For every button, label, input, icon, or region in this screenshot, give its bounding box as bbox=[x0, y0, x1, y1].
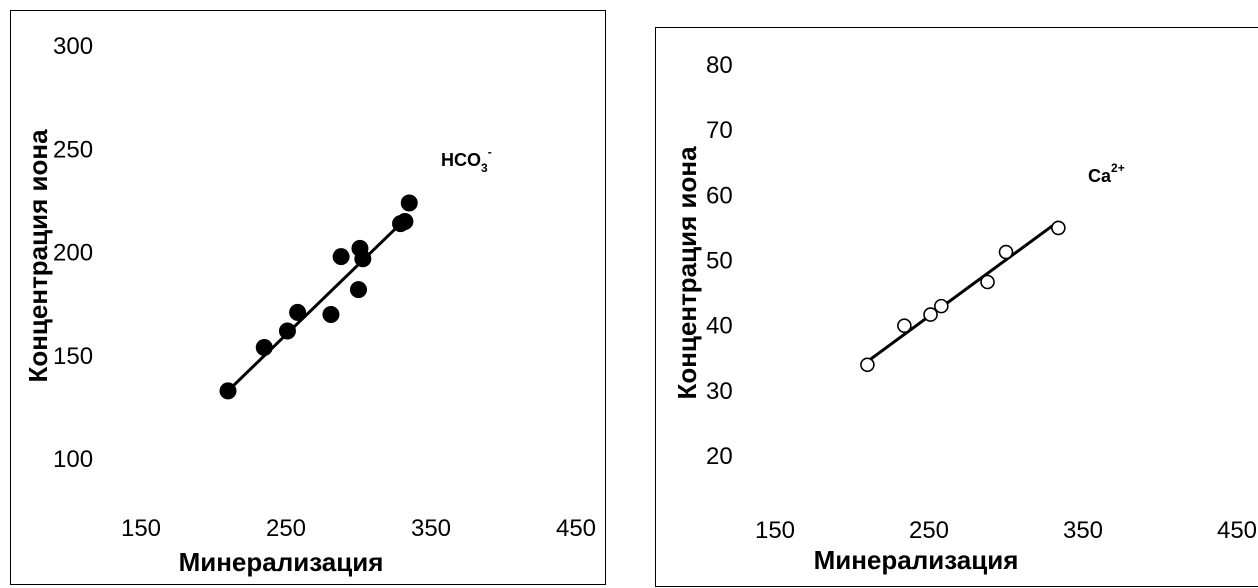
data-point bbox=[897, 318, 912, 333]
x-tick-label: 350 bbox=[1063, 517, 1103, 544]
chart-ca: 20 30 40 50 60 70 80 150 250 350 450 Минерализация К… bbox=[672, 52, 1257, 575]
y-tick-label: 30 bbox=[706, 378, 733, 405]
y-tick-label: 100 bbox=[53, 446, 93, 473]
ion-label-base: HCO bbox=[441, 150, 481, 170]
ion-label: HCO3- bbox=[441, 145, 492, 175]
data-point bbox=[1051, 220, 1066, 236]
x-axis-label: Минерализация bbox=[814, 545, 1019, 575]
y-axis-label: Концентрация иона bbox=[672, 146, 702, 400]
x-tick-label: 450 bbox=[556, 515, 596, 542]
ion-label-base: Ca bbox=[1088, 166, 1112, 186]
data-point bbox=[322, 305, 340, 323]
x-tick-label: 250 bbox=[909, 517, 949, 544]
data-point bbox=[396, 213, 414, 231]
y-tick-label: 300 bbox=[53, 33, 93, 60]
y-tick-label: 150 bbox=[53, 343, 93, 370]
trend-line bbox=[226, 214, 411, 392]
trend-line bbox=[866, 220, 1060, 363]
chart-hco3: 100 150 200 250 300 150 250 350 450 Минерализация… bbox=[23, 33, 596, 577]
y-tick-label: 60 bbox=[706, 182, 733, 209]
x-tick-label: 450 bbox=[1217, 517, 1257, 544]
y-tick-label: 50 bbox=[706, 248, 733, 275]
data-point bbox=[923, 307, 938, 322]
y-tick-label: 200 bbox=[53, 240, 93, 267]
data-point bbox=[289, 303, 307, 321]
y-tick-label: 40 bbox=[706, 313, 733, 340]
ion-label: Ca2+ bbox=[1088, 161, 1125, 186]
x-tick-label: 250 bbox=[266, 515, 306, 542]
data-point bbox=[278, 322, 296, 340]
y-tick-label: 20 bbox=[706, 443, 733, 470]
data-point bbox=[219, 382, 237, 400]
ion-label-superscript: - bbox=[488, 145, 492, 159]
y-tick-label: 80 bbox=[706, 52, 733, 79]
data-point bbox=[860, 357, 875, 373]
chart-panel-hco3: 100 150 200 250 300 150 250 350 450 Минерализация… bbox=[10, 10, 606, 585]
chart-panel-ca: 20 30 40 50 60 70 80 150 250 350 450 Минерализация К… bbox=[655, 27, 1258, 587]
ion-label-superscript: 2+ bbox=[1111, 161, 1125, 175]
data-point bbox=[255, 338, 273, 356]
x-tick-label: 150 bbox=[121, 515, 161, 542]
y-axis-label: Концентрация иона bbox=[23, 129, 53, 383]
x-axis-label: Минерализация bbox=[179, 547, 384, 577]
data-point bbox=[980, 274, 995, 290]
data-point bbox=[332, 248, 350, 266]
data-point bbox=[934, 298, 949, 314]
y-tick-label: 70 bbox=[706, 117, 733, 144]
data-point bbox=[998, 244, 1014, 260]
data-point bbox=[354, 250, 372, 268]
x-tick-label: 350 bbox=[411, 515, 451, 542]
x-tick-label: 150 bbox=[755, 517, 795, 544]
data-point bbox=[400, 194, 418, 212]
data-point bbox=[350, 281, 367, 299]
ion-label-subscript: 3 bbox=[481, 161, 488, 175]
y-tick-label: 250 bbox=[53, 136, 93, 163]
